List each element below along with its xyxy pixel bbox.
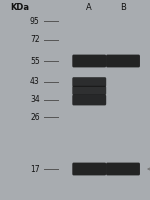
- FancyBboxPatch shape: [72, 77, 106, 87]
- Text: 72: 72: [30, 36, 40, 45]
- Text: KDa: KDa: [10, 2, 29, 11]
- FancyBboxPatch shape: [72, 86, 106, 95]
- Text: 34: 34: [30, 96, 40, 104]
- Text: 95: 95: [30, 17, 40, 25]
- Text: B: B: [120, 2, 126, 11]
- Text: 17: 17: [30, 164, 40, 173]
- FancyBboxPatch shape: [106, 163, 140, 175]
- FancyBboxPatch shape: [72, 95, 106, 105]
- Text: A: A: [86, 2, 92, 11]
- Text: 43: 43: [30, 77, 40, 86]
- FancyBboxPatch shape: [72, 163, 106, 175]
- Text: 26: 26: [30, 112, 40, 121]
- Text: 55: 55: [30, 56, 40, 66]
- FancyBboxPatch shape: [106, 55, 140, 67]
- FancyBboxPatch shape: [72, 55, 106, 67]
